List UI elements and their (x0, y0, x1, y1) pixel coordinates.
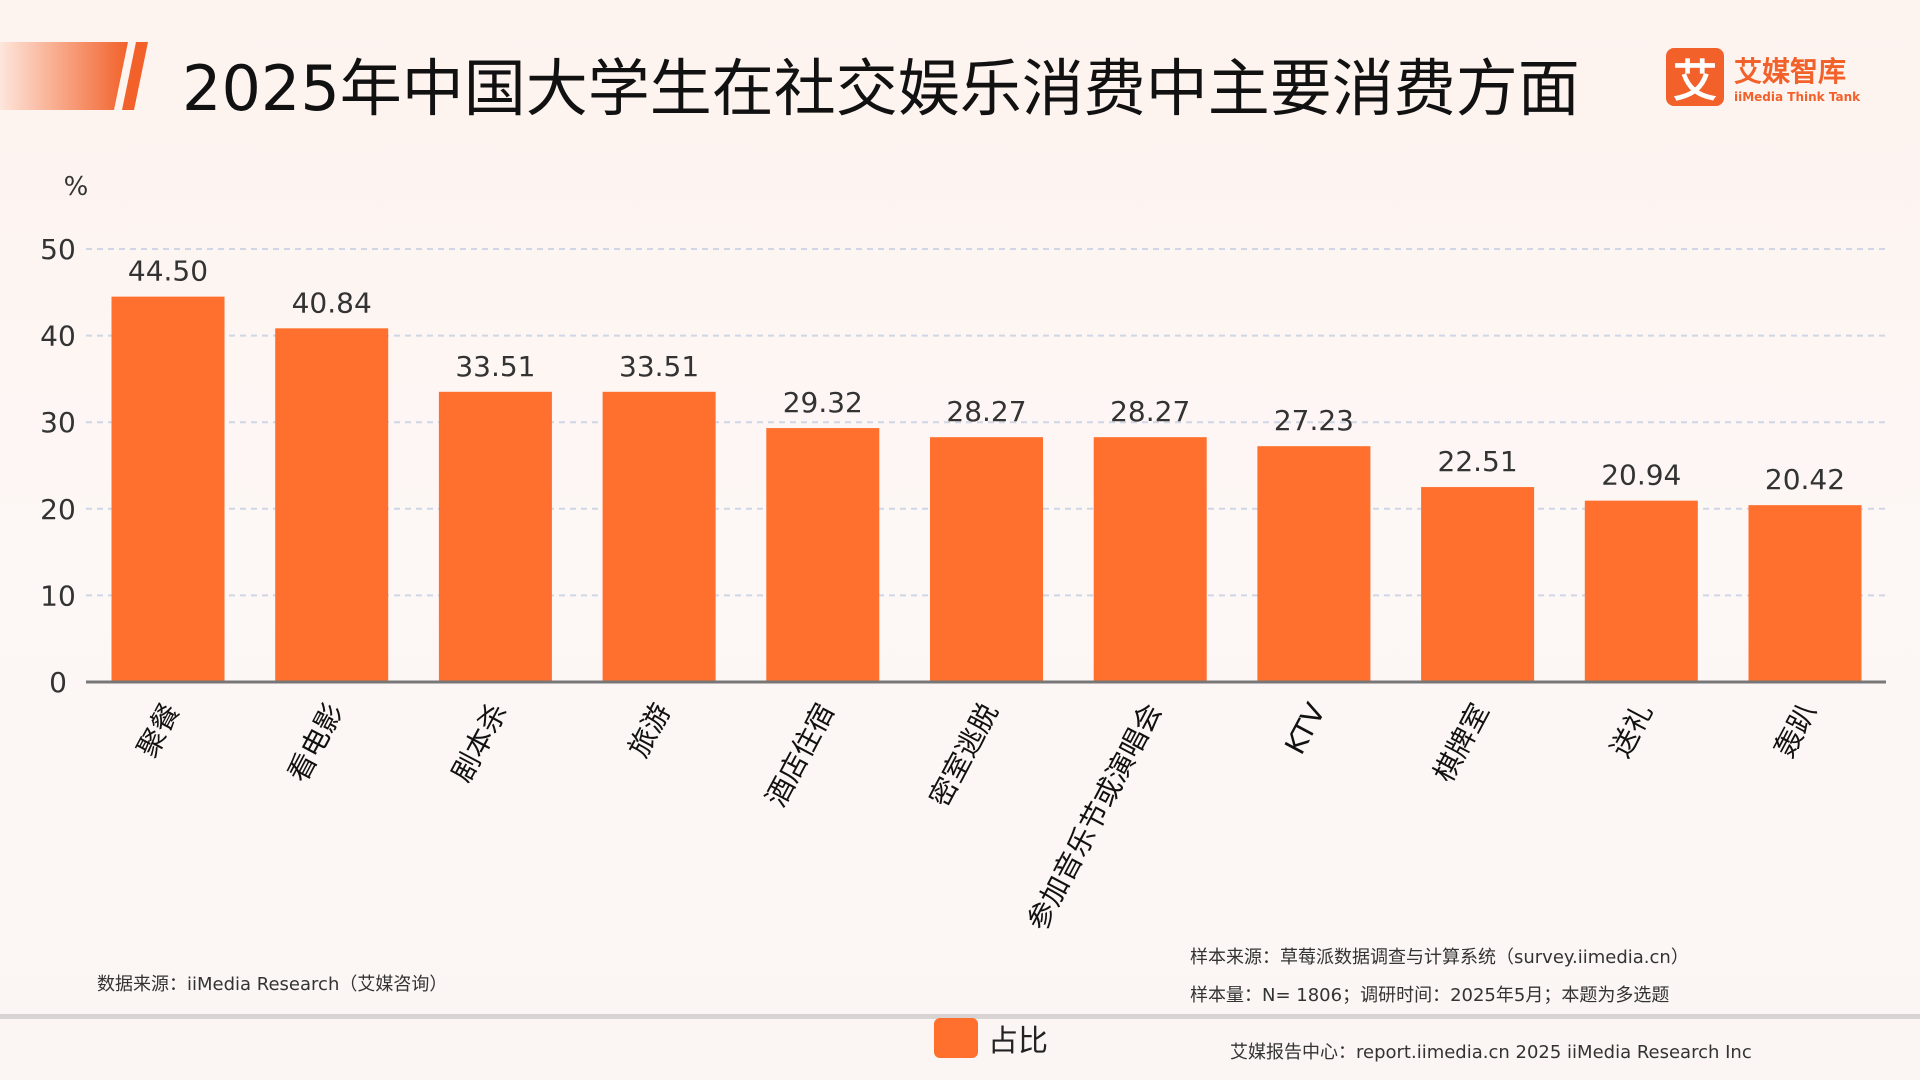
bar (766, 428, 880, 682)
x-tick-label: KTV (1278, 698, 1332, 760)
x-tick-label: 密室逃脱 (923, 698, 1005, 812)
bar-chart: % 0 10 20 30 40 50 44.50 聚餐 40.84 看电影 33.51 剧本杀 33.51… (40, 172, 1886, 936)
data-source: 数据来源：iiMedia Research（艾媒咨询） (97, 974, 448, 995)
data-label: 44.50 (128, 255, 208, 288)
bar (111, 296, 225, 682)
bar (438, 391, 552, 682)
logo-name-cn: 艾媒智库 (1734, 55, 1847, 88)
x-tick-label: 参加音乐节或演唱会 (1021, 698, 1168, 936)
x-tick-label: 轰趴 (1768, 698, 1823, 763)
data-label: 28.27 (1110, 395, 1190, 428)
sample-source: 样本来源：草莓派数据调查与计算系统（survey.iimedia.cn） (1190, 947, 1689, 968)
data-label: 40.84 (292, 286, 372, 319)
data-label: 33.51 (619, 350, 699, 383)
y-tick-label: 40 (40, 320, 76, 353)
x-tick-label: 聚餐 (131, 698, 186, 763)
y-tick-label: 20 (40, 493, 76, 526)
data-label: 20.94 (1601, 459, 1681, 492)
y-tick-label: 0 (49, 666, 67, 699)
y-tick-label: 10 (40, 579, 76, 612)
legend-label: 占比 (988, 1024, 1048, 1059)
bar (1093, 437, 1207, 682)
x-tick-label: 剧本杀 (445, 698, 514, 788)
data-label: 28.27 (946, 395, 1026, 428)
y-tick-label: 50 (40, 233, 76, 266)
legend-swatch (934, 1018, 978, 1058)
bar (1748, 505, 1862, 682)
x-tick-label: 棋牌室 (1427, 698, 1496, 788)
legend: 占比 (934, 1016, 1048, 1060)
data-label: 27.23 (1274, 404, 1354, 437)
x-tick-label: 送礼 (1604, 698, 1659, 763)
title-decoration (0, 42, 148, 110)
page-title: 2025年中国大学生在社交娱乐消费中主要消费方面 (182, 52, 1580, 125)
divider (0, 1014, 1920, 1019)
sample-size: 样本量：N= 1806；调研时间：2025年5月；本题为多选题 (1190, 985, 1670, 1006)
bar (930, 437, 1043, 682)
report-center: 艾媒报告中心：report.iimedia.cn 2025 iiMedia Re… (1230, 1042, 1752, 1063)
logo-name-en: iiMedia Think Tank (1734, 90, 1861, 104)
data-label: 20.42 (1765, 463, 1845, 496)
bar (275, 328, 389, 682)
bar (1584, 500, 1698, 682)
bar (602, 391, 716, 682)
x-tick-label: 旅游 (622, 698, 677, 763)
data-label: 33.51 (455, 350, 535, 383)
data-label: 22.51 (1438, 445, 1518, 478)
bar (1257, 446, 1371, 682)
x-tick-label: 酒店住宿 (759, 698, 841, 812)
data-label: 29.32 (783, 386, 863, 419)
logo-mark: 艾 (1666, 48, 1724, 107)
y-tick-label: 30 (40, 406, 76, 439)
logo: 艾 艾媒智库 iiMedia Think Tank (1666, 48, 1861, 107)
bar (1421, 487, 1535, 682)
y-axis-unit: % (64, 172, 89, 202)
x-tick-label: 看电影 (281, 698, 350, 788)
